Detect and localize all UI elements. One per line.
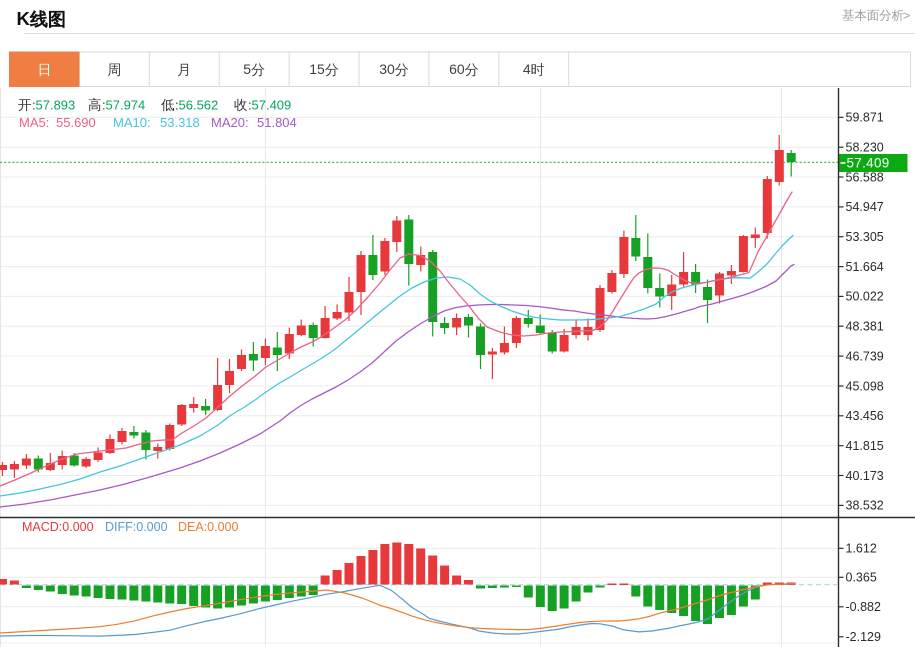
svg-text:56.562: 56.562 [179,98,219,113]
svg-text:59.871: 59.871 [846,111,884,125]
svg-text:0.365: 0.365 [846,571,877,585]
svg-text:K: K [17,8,31,29]
svg-text:53.305: 53.305 [846,230,884,244]
svg-text:54.947: 54.947 [846,200,884,214]
svg-text:41.815: 41.815 [846,439,884,453]
svg-text:51.664: 51.664 [846,260,884,274]
svg-text:46.739: 46.739 [846,349,884,363]
svg-text:58.230: 58.230 [846,141,884,155]
svg-text:60: 60 [449,61,465,77]
svg-text:50.022: 50.022 [846,290,884,304]
svg-text:1.612: 1.612 [846,542,877,556]
svg-text:51.804: 51.804 [257,115,297,130]
svg-text:>: > [903,9,910,23]
svg-text:57.409: 57.409 [847,156,890,171]
svg-text:53.318: 53.318 [160,115,200,130]
svg-text:55.690: 55.690 [56,115,96,130]
svg-text:43.456: 43.456 [846,409,884,423]
svg-text:4: 4 [523,61,531,77]
svg-text:-2.129: -2.129 [846,630,881,644]
svg-text::: : [175,98,179,113]
svg-text:5: 5 [243,61,251,77]
svg-text:57.974: 57.974 [106,98,146,113]
svg-text:57.893: 57.893 [36,98,76,113]
svg-text:30: 30 [379,61,395,77]
svg-text:15: 15 [309,61,325,77]
svg-text:40.173: 40.173 [846,469,884,483]
svg-text::: : [102,98,106,113]
svg-text:MA10:: MA10: [113,115,151,130]
svg-text:MA20:: MA20: [211,115,249,130]
svg-text:45.098: 45.098 [846,379,884,393]
svg-text:-0.882: -0.882 [846,600,881,614]
svg-text::: : [32,98,36,113]
svg-text:48.381: 48.381 [846,320,884,334]
svg-text:56.588: 56.588 [846,170,884,184]
svg-text:DIFF:0.000: DIFF:0.000 [105,520,168,534]
svg-text::: : [248,98,252,113]
svg-text:MACD:0.000: MACD:0.000 [22,520,94,534]
svg-text:DEA:0.000: DEA:0.000 [178,520,239,534]
svg-text:57.409: 57.409 [252,98,292,113]
svg-text:MA5:: MA5: [19,115,49,130]
svg-text:38.532: 38.532 [846,499,884,513]
